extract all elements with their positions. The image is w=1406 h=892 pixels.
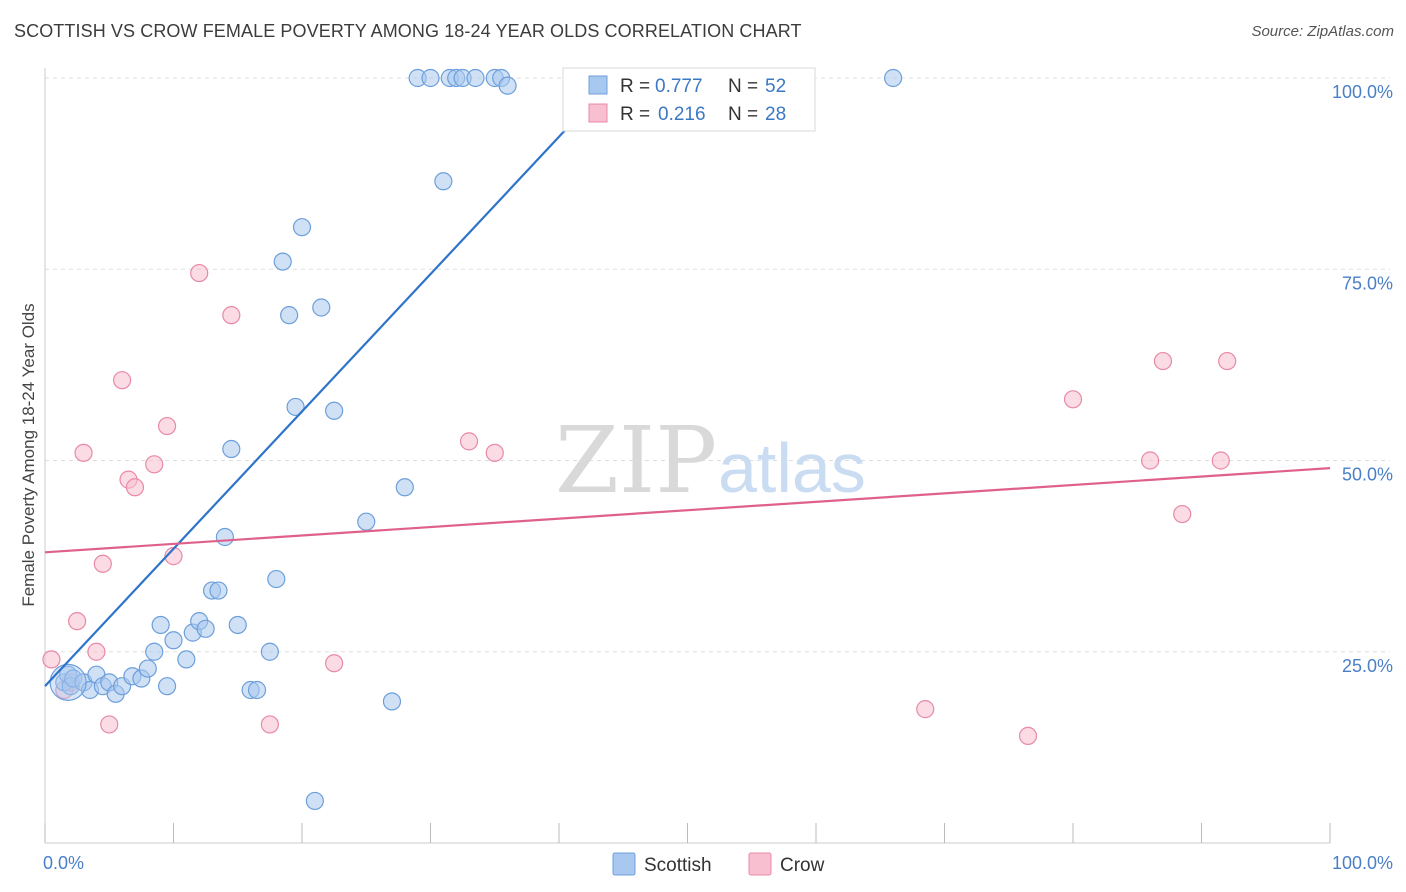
data-point-scottish — [164, 631, 183, 650]
data-point-scottish — [196, 619, 215, 638]
watermark-zip: ZIP — [555, 407, 717, 514]
data-point-crow — [93, 554, 112, 573]
data-point-scottish — [357, 512, 376, 531]
data-point-scottish — [286, 397, 305, 417]
legend-r-value: 0.216 — [658, 104, 706, 125]
legend-n-value: 52 — [765, 76, 786, 97]
legend-swatch-scottish — [612, 852, 636, 876]
x-tick-labels: 0.0% 100.0% — [43, 853, 1393, 873]
chart-title: SCOTTISH VS CROW FEMALE POVERTY AMONG 18… — [14, 21, 802, 41]
legend-n-value: 28 — [765, 104, 786, 125]
data-point-scottish — [305, 791, 324, 811]
data-point-scottish — [49, 663, 87, 701]
data-point-crow — [68, 612, 87, 631]
data-point-crow — [1140, 451, 1160, 470]
y-tick-labels: 25.0% 50.0% 75.0% 100.0% — [1332, 82, 1393, 676]
stats-legend: R = 0.777 N = 52 R = 0.216 N = 28 — [562, 67, 816, 132]
data-point-scottish — [222, 439, 241, 459]
data-point-crow — [1063, 390, 1083, 409]
axes — [44, 68, 1331, 844]
x-tick-label: 0.0% — [43, 853, 84, 873]
data-point-crow — [42, 650, 61, 669]
data-point-scottish — [267, 569, 286, 589]
data-point-scottish — [292, 218, 312, 237]
data-point-scottish — [138, 659, 157, 678]
data-point-scottish — [260, 642, 279, 661]
legend-swatch-scottish — [588, 75, 608, 95]
data-point-crow — [1018, 726, 1038, 746]
data-point-crow — [260, 715, 279, 734]
data-point-scottish — [434, 172, 453, 191]
data-point-crow — [157, 416, 177, 436]
data-point-crow — [74, 443, 93, 462]
data-point-scottish — [151, 615, 170, 635]
watermark-atlas: atlas — [718, 429, 866, 507]
y-tick-label: 100.0% — [1332, 82, 1393, 102]
legend-swatch-crow — [748, 852, 772, 876]
trend-line-crow — [44, 467, 1331, 554]
data-point-scottish — [883, 68, 903, 88]
legend-n-label: N = — [728, 76, 758, 97]
grid-lines — [45, 77, 1390, 653]
data-point-crow — [459, 432, 479, 451]
legend-r-value: 0.777 — [655, 76, 703, 97]
data-point-crow — [1218, 351, 1237, 371]
data-point-scottish — [177, 650, 196, 669]
data-point-scottish — [498, 76, 517, 95]
data-point-scottish — [247, 680, 267, 700]
y-tick-label: 25.0% — [1342, 656, 1393, 676]
data-point-scottish — [215, 527, 234, 547]
data-point-scottish — [312, 298, 331, 317]
data-point-crow — [125, 478, 145, 497]
data-point-crow — [100, 715, 119, 734]
source-credit: Source: ZipAtlas.com — [1251, 23, 1394, 40]
y-axis-label: Female Poverty Among 18-24 Year Olds — [19, 303, 38, 606]
series-legend: Scottish Crow — [612, 852, 825, 876]
legend-label-crow: Crow — [780, 855, 825, 876]
data-point-scottish — [273, 252, 292, 271]
data-point-crow — [145, 455, 164, 474]
data-point-scottish — [145, 642, 164, 661]
data-point-scottish — [157, 677, 177, 696]
data-point-crow — [325, 654, 344, 673]
series-scottish-points — [49, 68, 903, 811]
data-point-crow — [222, 306, 241, 325]
data-point-crow — [1153, 351, 1173, 371]
legend-swatch-crow — [588, 103, 608, 123]
data-point-crow — [1211, 451, 1230, 470]
y-tick-label: 75.0% — [1342, 273, 1393, 293]
trend-line-scottish — [44, 81, 612, 687]
legend-r-label: R = — [620, 104, 650, 125]
data-point-crow — [112, 371, 132, 390]
data-point-scottish — [325, 401, 344, 420]
data-point-crow — [190, 263, 209, 283]
data-point-crow — [485, 443, 504, 462]
data-point-scottish — [421, 68, 440, 88]
watermark: ZIP atlas — [555, 407, 866, 514]
data-point-scottish — [280, 306, 299, 325]
data-point-scottish — [395, 478, 414, 497]
y-tick-label: 50.0% — [1342, 465, 1393, 485]
data-point-crow — [916, 700, 935, 719]
data-point-scottish — [466, 68, 485, 88]
data-point-scottish — [209, 581, 228, 600]
data-point-scottish — [228, 615, 247, 635]
data-point-crow — [1173, 504, 1192, 524]
x-tick-label: 100.0% — [1332, 853, 1393, 873]
legend-r-label: R = — [620, 76, 650, 97]
legend-n-label: N = — [728, 104, 758, 125]
legend-label-scottish: Scottish — [644, 855, 712, 876]
data-point-scottish — [382, 692, 402, 711]
trend-lines — [44, 81, 1331, 687]
series-crow-points — [42, 263, 1237, 746]
data-point-crow — [87, 642, 106, 661]
